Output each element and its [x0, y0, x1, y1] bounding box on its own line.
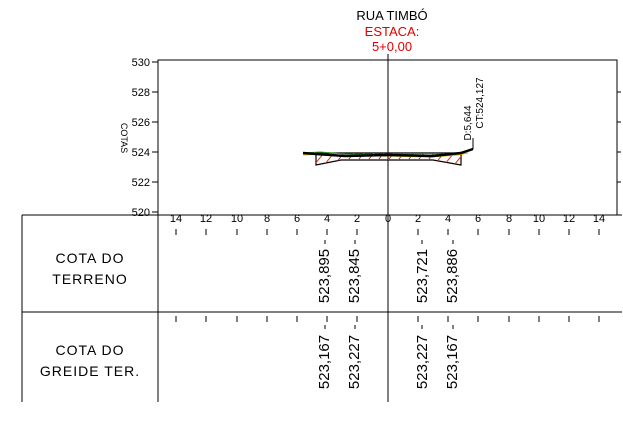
- y-tick-label: 526: [132, 117, 150, 129]
- right-ticks: [617, 91, 621, 183]
- row-label-terrain-1: COTA DO: [56, 250, 125, 266]
- row-ticks: [175, 229, 600, 322]
- station-value: 5+0,00: [372, 39, 412, 54]
- x-tick-label: 4: [324, 213, 330, 225]
- callout-distance: D:5,644: [463, 105, 474, 140]
- hatch-line: [399, 153, 419, 165]
- pavement-line: [302, 147, 474, 158]
- street-name: RUA TIMBÓ: [356, 8, 427, 23]
- row-label-grade-1: COTA DO: [56, 342, 125, 358]
- x-tick-label: 8: [506, 213, 512, 225]
- y-tick-label: 530: [132, 57, 150, 69]
- x-tick-label: 10: [231, 213, 243, 225]
- row-label-terrain-2: TERRENO: [52, 271, 127, 287]
- x-tick-label: 14: [170, 213, 182, 225]
- x-tick-label: 2: [354, 213, 360, 225]
- hatch-line: [319, 153, 339, 165]
- hatch-line: [389, 153, 409, 165]
- y-tick-label: 528: [132, 87, 150, 99]
- y-axis-label: COTAS: [119, 123, 129, 153]
- x-tick-label: 14: [593, 213, 605, 225]
- grade-value: 523,227: [346, 335, 363, 389]
- hatch-line: [379, 153, 399, 165]
- hatch-line: [429, 153, 449, 165]
- hatch-line: [359, 153, 379, 165]
- y-tick-label: 522: [132, 177, 150, 189]
- station-label: ESTACA:: [365, 24, 420, 39]
- hatch-line: [316, 153, 329, 165]
- hatch-line: [339, 153, 359, 165]
- hatch-line: [439, 153, 459, 165]
- terrain-value: 523,895: [316, 249, 333, 303]
- road-section: [302, 138, 474, 166]
- x-tick-label: 0: [385, 213, 391, 225]
- hatch-line: [316, 153, 319, 165]
- data-table: COTA DO TERRENO COTA DO GREIDE TER. 523,…: [21, 214, 622, 402]
- grade-value: 523,167: [316, 335, 333, 389]
- x-tick-label: 12: [200, 213, 212, 225]
- row-label-grade-2: GREIDE TER.: [40, 363, 140, 379]
- x-tick-label: 4: [445, 213, 451, 225]
- terrain-value: 523,721: [414, 249, 431, 303]
- hatch-line: [349, 153, 369, 165]
- terrain-value: 523,845: [346, 249, 363, 303]
- x-tick-label: 12: [563, 213, 575, 225]
- hatch-line: [329, 153, 349, 165]
- hatch-line: [449, 153, 461, 165]
- grade-value: 523,167: [444, 335, 461, 389]
- road-hatch: [316, 153, 461, 165]
- x-tick-labels: 14 12 10 8 6 4 2 0 2 4 6 8 10 12 14: [170, 213, 605, 225]
- y-ticks: 530 528 526 524 522 520: [132, 57, 158, 219]
- hatch-line: [419, 153, 439, 165]
- grade-value: 523,227: [414, 335, 431, 389]
- x-tick-label: 6: [294, 213, 300, 225]
- y-tick-label: 524: [132, 147, 150, 159]
- x-tick-label: 8: [264, 213, 270, 225]
- terrain-value: 523,886: [444, 249, 461, 303]
- callout-elevation: CT:524,127: [475, 77, 486, 129]
- y-tick-label: 520: [132, 207, 150, 219]
- x-tick-label: 10: [533, 213, 545, 225]
- hatch-line: [409, 153, 429, 165]
- x-tick-label: 2: [415, 213, 421, 225]
- x-tick-label: 6: [475, 213, 481, 225]
- hatch-line: [369, 153, 389, 165]
